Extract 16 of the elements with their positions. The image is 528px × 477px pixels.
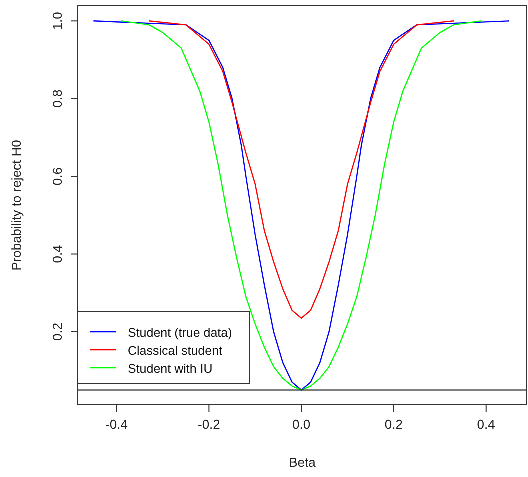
x-tick-label: 0.0 (292, 417, 311, 432)
x-tick-label: -0.4 (106, 417, 128, 432)
legend-label: Classical student (128, 344, 224, 358)
x-tick-label: 0.4 (477, 417, 496, 432)
y-tick-label: 0.4 (50, 245, 65, 264)
y-axis-title: Probability to reject H0 (9, 140, 24, 271)
x-tick-label: -0.2 (198, 417, 220, 432)
x-tick-label: 0.2 (384, 417, 403, 432)
legend-label: Student with IU (128, 362, 213, 376)
line-series (148, 20, 455, 319)
y-tick-label: 0.8 (50, 90, 65, 108)
x-axis-title: Beta (289, 455, 317, 470)
y-tick-label: 1.0 (50, 12, 65, 30)
y-tick-label: 0.6 (50, 168, 65, 186)
y-tick-label: 0.2 (50, 322, 65, 341)
legend-label: Student (true data) (128, 326, 232, 340)
